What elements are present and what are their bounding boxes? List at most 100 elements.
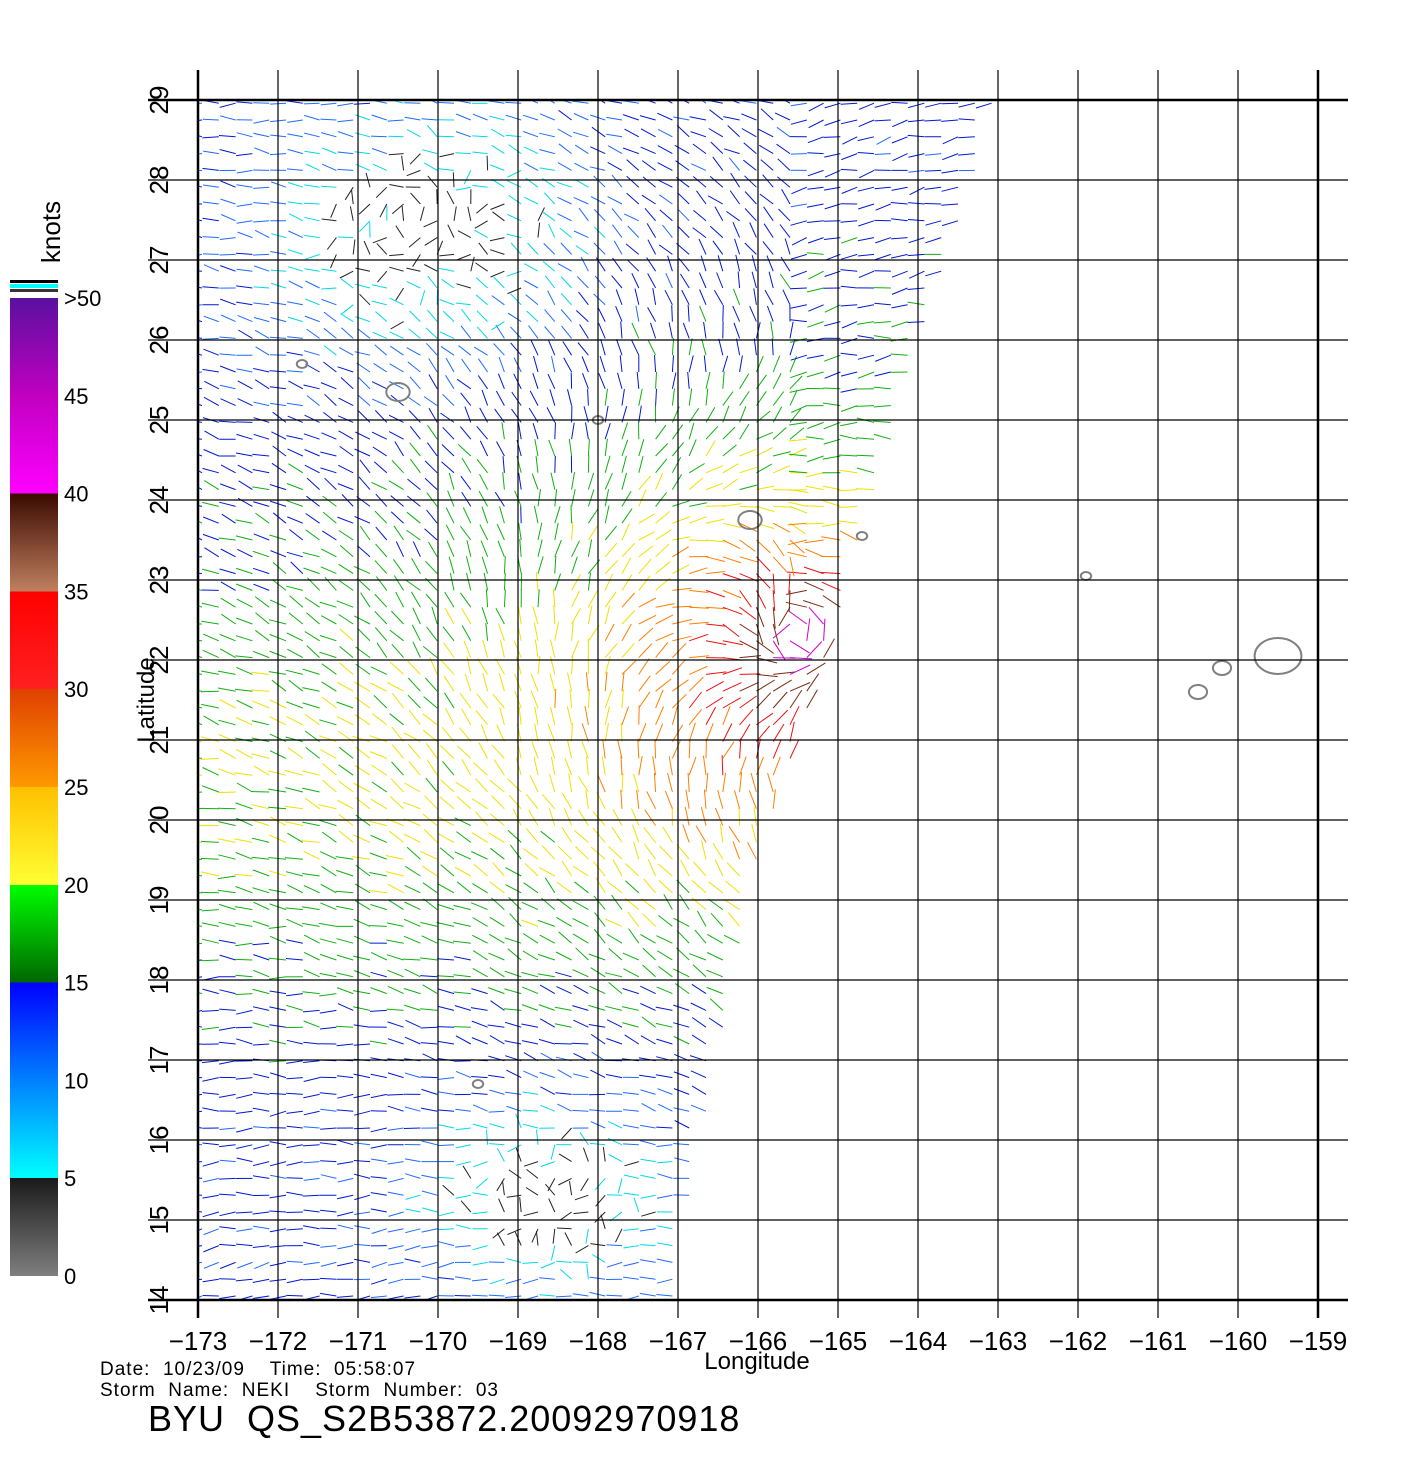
wind-vector bbox=[638, 756, 643, 776]
wind-vector bbox=[672, 605, 692, 608]
wind-vector bbox=[638, 643, 653, 658]
wind-vector bbox=[442, 310, 455, 322]
wind-vector bbox=[607, 161, 623, 171]
wind-vector bbox=[320, 749, 337, 759]
wind-vector bbox=[672, 642, 687, 658]
wind-vector bbox=[198, 219, 203, 222]
wind-vector bbox=[571, 655, 574, 675]
wind-vector bbox=[523, 1070, 539, 1079]
wind-vector bbox=[671, 305, 673, 322]
wind-vector bbox=[729, 157, 740, 171]
wind-vector bbox=[650, 322, 657, 339]
wind-vector bbox=[236, 1038, 253, 1045]
wind-vector bbox=[493, 759, 505, 776]
wind-vector bbox=[621, 422, 629, 440]
wind-vector bbox=[646, 791, 657, 810]
wind-vector bbox=[756, 463, 773, 474]
wind-vector bbox=[607, 196, 623, 205]
wind-vector bbox=[907, 301, 925, 306]
wind-vector bbox=[234, 772, 253, 776]
wind-vector bbox=[287, 747, 304, 759]
wind-vector bbox=[340, 377, 354, 390]
wind-vector bbox=[286, 370, 303, 373]
wind-vector bbox=[387, 1191, 404, 1196]
wind-vector bbox=[507, 1144, 522, 1153]
wind-vector bbox=[621, 706, 629, 725]
wind-vector bbox=[529, 100, 539, 104]
wind-vector bbox=[655, 1022, 673, 1028]
wind-vector bbox=[219, 1295, 236, 1300]
wind-vector bbox=[537, 973, 555, 978]
wind-vector bbox=[324, 393, 337, 406]
wind-vector bbox=[604, 706, 610, 725]
wind-vector bbox=[321, 865, 337, 877]
x-tick-label: −170 bbox=[409, 1326, 468, 1356]
wind-vector bbox=[789, 706, 800, 726]
y-tick-label: 23 bbox=[144, 566, 174, 595]
wind-vector bbox=[391, 610, 404, 625]
wind-vector bbox=[321, 298, 337, 306]
wind-vector bbox=[925, 153, 942, 156]
wind-vector bbox=[840, 304, 858, 307]
wind-vector bbox=[441, 278, 455, 289]
wind-vector bbox=[439, 796, 455, 810]
wind-vector bbox=[441, 726, 455, 742]
wind-vector bbox=[198, 655, 203, 659]
wind-vector bbox=[373, 461, 388, 474]
wind-vector bbox=[321, 696, 337, 709]
wind-vector bbox=[286, 100, 303, 104]
wind-vector bbox=[671, 338, 675, 356]
wind-vector bbox=[638, 614, 657, 625]
wind-vector bbox=[461, 491, 472, 507]
wind-vector bbox=[562, 341, 573, 356]
wind-vector bbox=[371, 300, 387, 306]
wind-vector bbox=[638, 475, 651, 490]
wind-vector bbox=[447, 224, 455, 238]
wind-vector bbox=[790, 319, 807, 323]
colorbar-label: 5 bbox=[64, 1166, 76, 1191]
wind-vector bbox=[600, 1214, 606, 1229]
wind-vector bbox=[532, 606, 539, 625]
wind-vector bbox=[341, 304, 354, 315]
wind-vector bbox=[554, 539, 562, 557]
wind-vector bbox=[587, 625, 600, 642]
wind-vector bbox=[358, 476, 371, 490]
wind-vector bbox=[444, 692, 455, 709]
wind-vector bbox=[319, 851, 337, 860]
wind-vector bbox=[655, 458, 668, 474]
wind-vector bbox=[776, 143, 791, 155]
wind-vector bbox=[756, 640, 774, 654]
wind-vector bbox=[875, 203, 891, 211]
wind-vector bbox=[386, 922, 404, 927]
wind-vector bbox=[375, 186, 388, 199]
colorbar-title: knots bbox=[36, 201, 66, 263]
wind-vector bbox=[403, 918, 421, 927]
wind-vector bbox=[604, 656, 611, 675]
wind-vector bbox=[739, 738, 742, 759]
wind-vector bbox=[218, 768, 236, 776]
wind-vector bbox=[789, 427, 805, 440]
wind-vector bbox=[674, 1120, 690, 1129]
wind-vector bbox=[703, 321, 707, 339]
wind-vector bbox=[251, 804, 270, 810]
wind-vector bbox=[638, 658, 650, 675]
wind-vector bbox=[319, 972, 337, 978]
wind-vector bbox=[515, 1147, 522, 1162]
wind-vector bbox=[705, 465, 724, 474]
wind-vector bbox=[622, 147, 639, 155]
wind-vector bbox=[673, 1088, 690, 1095]
wind-vector bbox=[405, 1228, 421, 1234]
wind-vector bbox=[471, 832, 488, 843]
wind-vector bbox=[499, 707, 505, 725]
wind-vector bbox=[441, 444, 455, 457]
wind-vector bbox=[198, 1228, 203, 1232]
wind-vector bbox=[453, 1026, 471, 1028]
wind-vector bbox=[319, 635, 337, 642]
wind-vector bbox=[472, 184, 488, 188]
wind-vector bbox=[253, 501, 270, 507]
wind-vector bbox=[336, 1194, 354, 1200]
wind-vector bbox=[667, 773, 673, 793]
wind-vector bbox=[623, 1261, 639, 1267]
wind-vector bbox=[221, 613, 236, 625]
wind-vector bbox=[472, 917, 488, 927]
